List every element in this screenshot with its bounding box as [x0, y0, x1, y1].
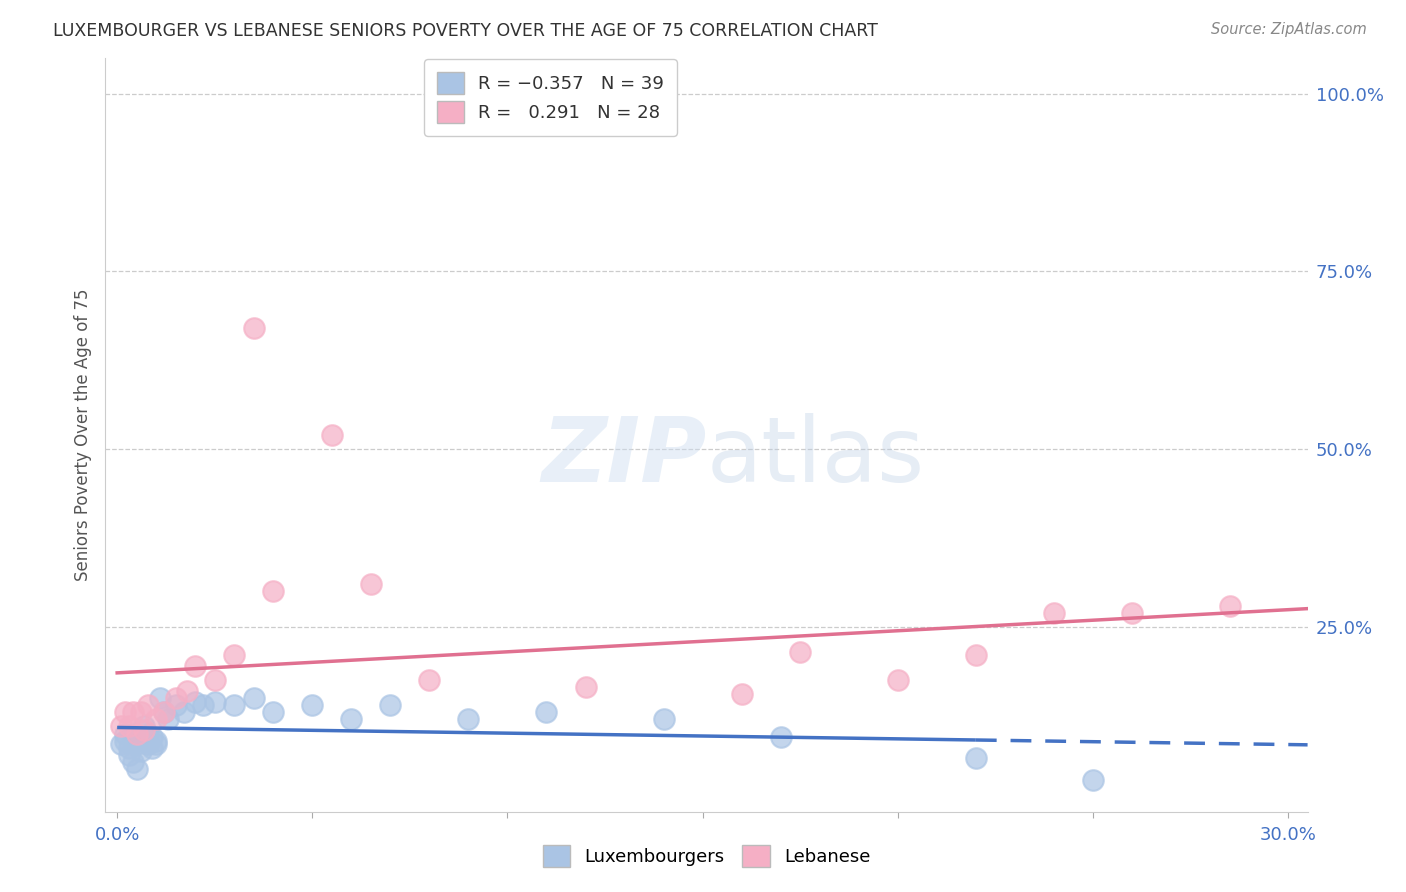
Point — [145, 737, 167, 751]
Point — [1121, 606, 1143, 620]
Point — [138, 737, 160, 751]
Point — [118, 740, 141, 755]
Point — [380, 698, 402, 712]
Point — [574, 680, 596, 694]
Point — [134, 723, 156, 737]
Point — [114, 726, 136, 740]
Y-axis label: Seniors Poverty Over the Age of 75: Seniors Poverty Over the Age of 75 — [73, 289, 91, 581]
Text: atlas: atlas — [707, 414, 925, 501]
Point — [1081, 772, 1104, 787]
Point — [129, 705, 152, 719]
Point — [204, 673, 226, 688]
Point — [301, 698, 323, 712]
Point — [125, 737, 148, 751]
Point — [965, 751, 987, 765]
Point — [156, 712, 179, 726]
Point — [134, 719, 156, 733]
Point — [121, 705, 143, 719]
Point — [129, 730, 152, 744]
Legend: Luxembourgers, Lebanese: Luxembourgers, Lebanese — [536, 838, 877, 874]
Point — [110, 737, 132, 751]
Point — [129, 744, 152, 758]
Point — [965, 648, 987, 663]
Point — [204, 694, 226, 708]
Point — [242, 690, 264, 705]
Point — [138, 698, 160, 712]
Point — [118, 719, 141, 733]
Point — [121, 755, 143, 769]
Point — [125, 726, 148, 740]
Point — [652, 712, 675, 726]
Point — [262, 705, 284, 719]
Point — [141, 740, 163, 755]
Text: ZIP: ZIP — [541, 414, 707, 501]
Point — [730, 687, 752, 701]
Point — [138, 726, 160, 740]
Point — [141, 730, 163, 744]
Point — [184, 694, 207, 708]
Point — [176, 683, 198, 698]
Point — [191, 698, 214, 712]
Text: LUXEMBOURGER VS LEBANESE SENIORS POVERTY OVER THE AGE OF 75 CORRELATION CHART: LUXEMBOURGER VS LEBANESE SENIORS POVERTY… — [53, 22, 879, 40]
Point — [125, 762, 148, 776]
Point — [121, 726, 143, 740]
Point — [887, 673, 910, 688]
Text: Source: ZipAtlas.com: Source: ZipAtlas.com — [1211, 22, 1367, 37]
Point — [114, 705, 136, 719]
Point — [789, 645, 811, 659]
Point — [184, 659, 207, 673]
Point — [145, 712, 167, 726]
Point — [114, 733, 136, 747]
Point — [769, 730, 792, 744]
Point — [242, 321, 264, 335]
Point — [457, 712, 479, 726]
Point — [165, 690, 187, 705]
Point — [165, 698, 187, 712]
Point — [118, 747, 141, 762]
Point — [1218, 599, 1240, 613]
Point — [173, 705, 195, 719]
Point — [110, 719, 132, 733]
Point — [224, 698, 246, 712]
Point — [1043, 606, 1066, 620]
Point — [149, 690, 172, 705]
Point — [340, 712, 363, 726]
Point — [153, 705, 176, 719]
Point — [145, 733, 167, 747]
Point — [360, 577, 382, 591]
Point — [224, 648, 246, 663]
Point — [262, 584, 284, 599]
Point — [536, 705, 558, 719]
Point — [321, 428, 343, 442]
Point — [418, 673, 440, 688]
Point — [153, 705, 176, 719]
Point — [134, 733, 156, 747]
